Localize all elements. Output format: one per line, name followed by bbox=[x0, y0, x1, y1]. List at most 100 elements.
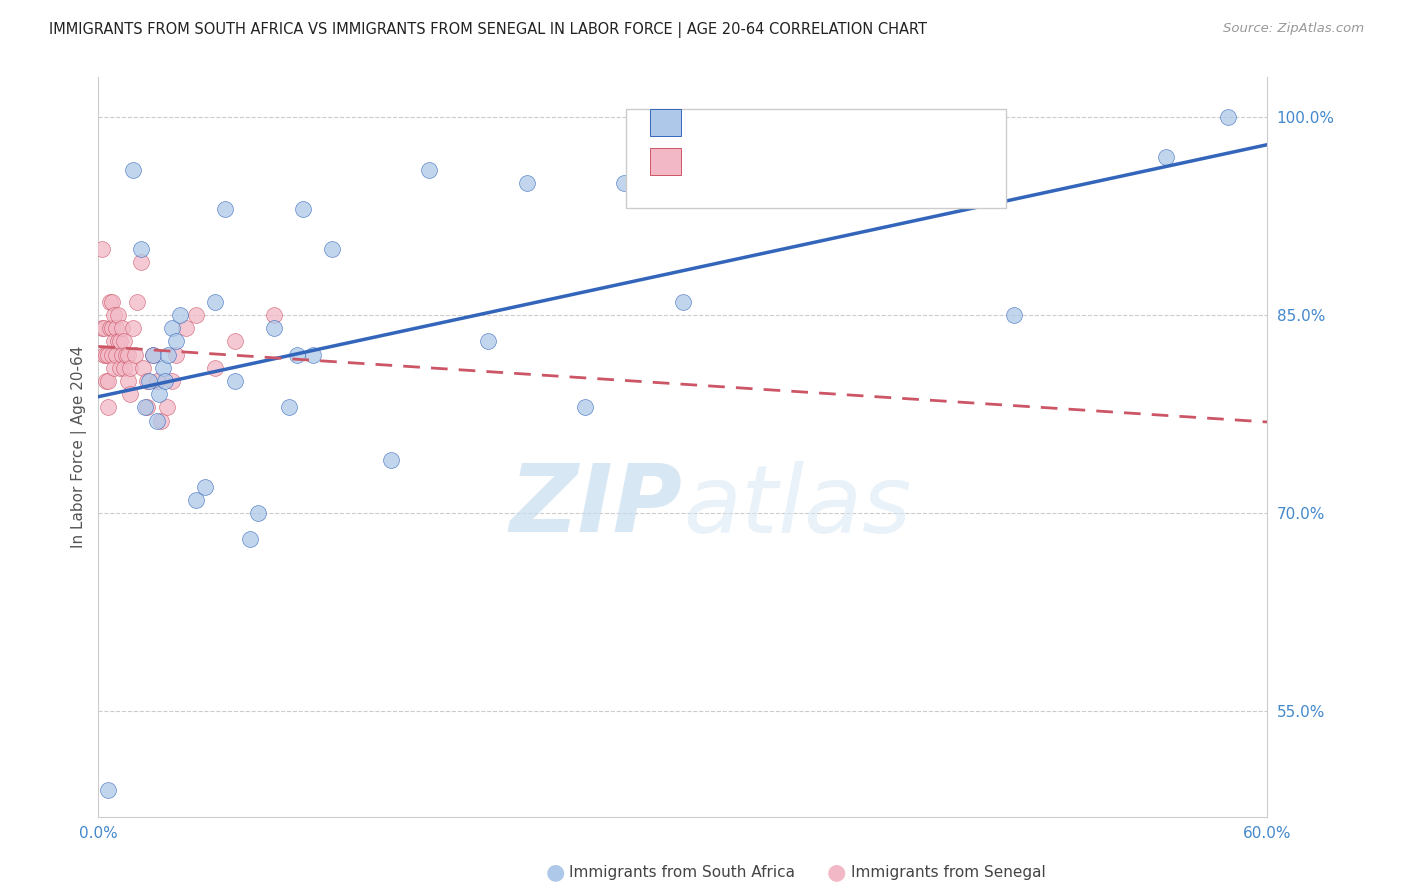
Point bbox=[321, 242, 343, 256]
Point bbox=[247, 506, 270, 520]
Point bbox=[112, 360, 135, 375]
Point bbox=[107, 308, 129, 322]
Point bbox=[117, 348, 139, 362]
Point bbox=[91, 321, 114, 335]
Point bbox=[301, 348, 323, 362]
Point bbox=[93, 348, 115, 362]
Point bbox=[148, 387, 170, 401]
Point bbox=[184, 492, 207, 507]
Point bbox=[574, 401, 596, 415]
Point bbox=[613, 176, 636, 190]
Point bbox=[1216, 110, 1239, 124]
Point bbox=[165, 348, 187, 362]
Point bbox=[101, 348, 124, 362]
Point bbox=[174, 321, 197, 335]
Point bbox=[101, 321, 124, 335]
Point bbox=[194, 480, 217, 494]
Point bbox=[97, 374, 120, 388]
Point bbox=[149, 414, 172, 428]
Point bbox=[107, 334, 129, 349]
Point bbox=[108, 360, 131, 375]
Point bbox=[291, 202, 314, 217]
Point bbox=[278, 401, 301, 415]
Point bbox=[103, 334, 125, 349]
Text: N = 50: N = 50 bbox=[815, 153, 884, 170]
Point bbox=[103, 360, 125, 375]
Text: Immigrants from South Africa: Immigrants from South Africa bbox=[569, 865, 796, 880]
Point bbox=[97, 401, 120, 415]
Point bbox=[122, 162, 145, 177]
Point bbox=[162, 374, 184, 388]
Text: IMMIGRANTS FROM SOUTH AFRICA VS IMMIGRANTS FROM SENEGAL IN LABOR FORCE | AGE 20-: IMMIGRANTS FROM SOUTH AFRICA VS IMMIGRAN… bbox=[49, 22, 927, 38]
Point bbox=[91, 242, 114, 256]
Point bbox=[239, 533, 262, 547]
Text: atlas: atlas bbox=[683, 460, 911, 551]
Point bbox=[118, 387, 141, 401]
Point bbox=[97, 348, 120, 362]
Y-axis label: In Labor Force | Age 20-64: In Labor Force | Age 20-64 bbox=[72, 346, 87, 549]
Point bbox=[136, 401, 159, 415]
Point bbox=[155, 401, 177, 415]
Point bbox=[93, 321, 115, 335]
Point bbox=[418, 162, 440, 177]
Point bbox=[118, 360, 141, 375]
Point bbox=[263, 308, 285, 322]
Point bbox=[111, 348, 134, 362]
Point bbox=[98, 294, 121, 309]
Text: N = 37: N = 37 bbox=[815, 114, 884, 132]
Text: R =  0.127: R = 0.127 bbox=[693, 153, 789, 170]
Point bbox=[184, 308, 207, 322]
Point bbox=[94, 374, 117, 388]
Point bbox=[104, 321, 127, 335]
Point bbox=[114, 348, 136, 362]
Point bbox=[101, 294, 124, 309]
Point bbox=[1154, 150, 1177, 164]
Text: ●: ● bbox=[546, 863, 565, 882]
Point bbox=[1002, 308, 1025, 322]
Point bbox=[146, 414, 169, 428]
Point bbox=[111, 321, 134, 335]
Point bbox=[165, 334, 187, 349]
Point bbox=[129, 242, 152, 256]
Point bbox=[169, 308, 191, 322]
Point bbox=[117, 374, 139, 388]
Point bbox=[108, 334, 131, 349]
Point bbox=[98, 321, 121, 335]
Point bbox=[97, 783, 120, 797]
Point bbox=[127, 294, 149, 309]
Text: Immigrants from Senegal: Immigrants from Senegal bbox=[851, 865, 1046, 880]
Point bbox=[146, 374, 169, 388]
Point bbox=[104, 348, 127, 362]
Point bbox=[103, 308, 125, 322]
Point bbox=[477, 334, 499, 349]
Point bbox=[162, 321, 184, 335]
Point bbox=[142, 348, 165, 362]
Point bbox=[263, 321, 285, 335]
Text: ●: ● bbox=[827, 863, 846, 882]
Point bbox=[214, 202, 236, 217]
Point bbox=[129, 255, 152, 269]
Text: Source: ZipAtlas.com: Source: ZipAtlas.com bbox=[1223, 22, 1364, 36]
Point bbox=[138, 374, 160, 388]
Point bbox=[142, 348, 165, 362]
Point bbox=[204, 294, 226, 309]
Point bbox=[157, 348, 180, 362]
Point bbox=[152, 360, 174, 375]
Point bbox=[224, 334, 246, 349]
Point bbox=[122, 321, 145, 335]
Point bbox=[516, 176, 538, 190]
Point bbox=[134, 401, 156, 415]
Point bbox=[94, 348, 117, 362]
Point bbox=[224, 374, 246, 388]
Point bbox=[112, 334, 135, 349]
Point bbox=[124, 348, 146, 362]
Text: R = 0.460: R = 0.460 bbox=[693, 114, 783, 132]
Point bbox=[672, 294, 695, 309]
Point bbox=[132, 360, 155, 375]
Point bbox=[153, 374, 176, 388]
Point bbox=[380, 453, 402, 467]
Point bbox=[285, 348, 308, 362]
Point bbox=[136, 374, 159, 388]
Point bbox=[204, 360, 226, 375]
Text: ZIP: ZIP bbox=[510, 460, 683, 552]
